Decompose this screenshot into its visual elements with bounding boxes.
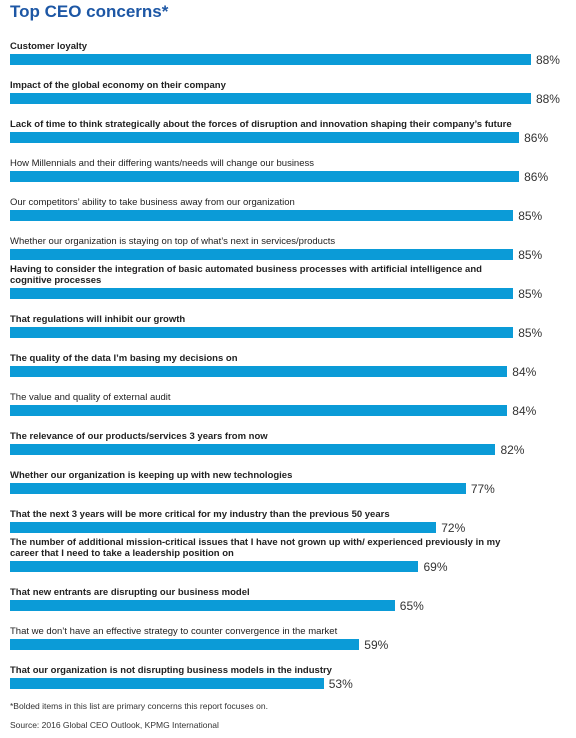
value-label: 85% bbox=[518, 208, 543, 223]
source: Source: 2016 Global CEO Outlook, KPMG In… bbox=[10, 720, 219, 730]
bar bbox=[10, 249, 514, 260]
bar-row: That new entrants are disrupting our bus… bbox=[10, 572, 570, 613]
bar-line: 72% bbox=[10, 520, 570, 535]
value-label: 82% bbox=[500, 442, 525, 457]
bar bbox=[10, 522, 437, 533]
bar-line: 86% bbox=[10, 169, 570, 184]
value-label: 88% bbox=[535, 52, 560, 67]
value-label: 72% bbox=[441, 520, 466, 535]
bar-line: 77% bbox=[10, 481, 570, 496]
category-label: The quality of the data I’m basing my de… bbox=[10, 353, 238, 364]
category-label: That we don’t have an effective strategy… bbox=[10, 626, 338, 637]
category-label: The number of additional mission-critica… bbox=[10, 537, 501, 559]
bar-row: That the next 3 years will be more criti… bbox=[10, 494, 570, 535]
bar bbox=[10, 327, 514, 338]
category-label: Whether our organization is keeping up w… bbox=[10, 470, 293, 481]
value-label: 85% bbox=[518, 286, 543, 301]
value-label: 85% bbox=[518, 247, 543, 262]
bar-row: That we don’t have an effective strategy… bbox=[10, 611, 570, 652]
bar bbox=[10, 600, 395, 611]
value-label: 69% bbox=[423, 559, 448, 574]
category-label: Impact of the global economy on their co… bbox=[10, 80, 226, 91]
bar-row: That our organization is not disrupting … bbox=[10, 650, 570, 691]
category-label: Customer loyalty bbox=[10, 41, 88, 52]
bar bbox=[10, 483, 466, 494]
bar-line: 65% bbox=[10, 598, 570, 613]
bar bbox=[10, 54, 531, 65]
bar-row: Impact of the global economy on their co… bbox=[10, 65, 570, 106]
value-label: 84% bbox=[512, 364, 537, 379]
bar-line: 85% bbox=[10, 286, 570, 301]
bar-rows: Customer loyalty 88% Impact of the global … bbox=[10, 26, 570, 691]
value-label: 86% bbox=[524, 169, 549, 184]
bar-line: 69% bbox=[10, 559, 570, 574]
category-label: How Millennials and their differing want… bbox=[10, 158, 314, 169]
bar bbox=[10, 678, 324, 689]
bar-line: 85% bbox=[10, 208, 570, 223]
value-label: 77% bbox=[470, 481, 495, 496]
value-label: 65% bbox=[399, 598, 424, 613]
category-label: The relevance of our products/services 3… bbox=[10, 431, 268, 442]
bar bbox=[10, 444, 496, 455]
bar-line: 82% bbox=[10, 442, 570, 457]
category-label: Our competitors’ ability to take busines… bbox=[10, 197, 295, 208]
bar-line: 85% bbox=[10, 247, 570, 262]
bar-line: 59% bbox=[10, 637, 570, 652]
bar-line: 88% bbox=[10, 52, 570, 67]
bar-line: 85% bbox=[10, 325, 570, 340]
category-label: The value and quality of external audit bbox=[10, 392, 171, 403]
bar-row: Customer loyalty 88% bbox=[10, 26, 570, 67]
bar-row: Having to consider the integration of ba… bbox=[10, 260, 570, 301]
value-label: 53% bbox=[328, 676, 353, 691]
footnote: *Bolded items in this list are primary c… bbox=[10, 701, 268, 711]
bar bbox=[10, 405, 508, 416]
bar-row: How Millennials and their differing want… bbox=[10, 143, 570, 184]
bar bbox=[10, 561, 419, 572]
bar-row: The number of additional mission-critica… bbox=[10, 533, 570, 574]
bar bbox=[10, 93, 531, 104]
bar bbox=[10, 639, 360, 650]
chart-title: Top CEO concerns* bbox=[10, 2, 169, 21]
bar-line: 88% bbox=[10, 91, 570, 106]
bar-line: 86% bbox=[10, 130, 570, 145]
bar bbox=[10, 288, 514, 299]
value-label: 86% bbox=[524, 130, 549, 145]
value-label: 85% bbox=[518, 325, 543, 340]
bar bbox=[10, 210, 514, 221]
category-label: That the next 3 years will be more criti… bbox=[10, 509, 390, 520]
bar-row: The value and quality of external audit 8… bbox=[10, 377, 570, 418]
bar-row: That regulations will inhibit our growth… bbox=[10, 299, 570, 340]
bar-line: 84% bbox=[10, 364, 570, 379]
category-label: That new entrants are disrupting our bus… bbox=[10, 587, 250, 598]
bar bbox=[10, 132, 520, 143]
bar-row: The relevance of our products/services 3… bbox=[10, 416, 570, 457]
bar-row: The quality of the data I’m basing my de… bbox=[10, 338, 570, 379]
value-label: 59% bbox=[364, 637, 389, 652]
bar-row: Whether our organization is staying on t… bbox=[10, 221, 570, 262]
category-label: Whether our organization is staying on t… bbox=[10, 236, 336, 247]
bar-row: Whether our organization is keeping up w… bbox=[10, 455, 570, 496]
value-label: 88% bbox=[535, 91, 560, 106]
category-label: Lack of time to think strategically abou… bbox=[10, 119, 512, 130]
category-label: Having to consider the integration of ba… bbox=[10, 264, 482, 286]
category-label: That our organization is not disrupting … bbox=[10, 665, 332, 676]
bar-row: Our competitors’ ability to take busines… bbox=[10, 182, 570, 223]
bar-line: 53% bbox=[10, 676, 570, 691]
bar-row: Lack of time to think strategically abou… bbox=[10, 104, 570, 145]
bar bbox=[10, 171, 520, 182]
bar-line: 84% bbox=[10, 403, 570, 418]
bar bbox=[10, 366, 508, 377]
value-label: 84% bbox=[512, 403, 537, 418]
category-label: That regulations will inhibit our growth bbox=[10, 314, 186, 325]
